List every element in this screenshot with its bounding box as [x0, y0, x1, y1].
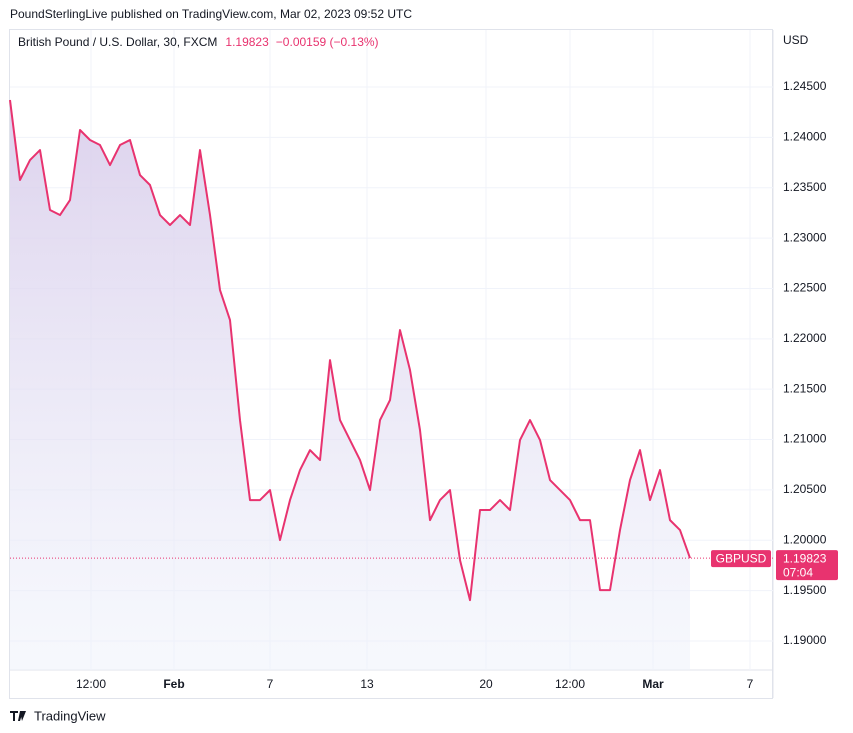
symbol-badge	[711, 550, 771, 568]
brand: TradingView	[34, 708, 106, 723]
plot	[9, 99, 773, 670]
y-tick-label: 1.19500	[783, 583, 827, 597]
y-tick-label: 1.24000	[783, 130, 827, 144]
y-tick-label: 1.23000	[783, 230, 827, 244]
y-tick-label: 1.20000	[783, 532, 827, 546]
publish-info: PoundSterlingLive published on TradingVi…	[10, 7, 412, 21]
brand-logo	[10, 711, 26, 721]
x-tick-label: Feb	[163, 677, 184, 691]
y-tick-label: 1.23500	[783, 180, 827, 194]
price-label: 1.19823	[783, 551, 827, 565]
x-tick-label: 7	[267, 677, 274, 691]
x-tick-label: 12:00	[76, 677, 106, 691]
y-tick-label: 1.21500	[783, 381, 827, 395]
y-tick-label: 1.22500	[783, 281, 827, 295]
y-tick-label: 1.24500	[783, 79, 827, 93]
x-tick-label: 20	[479, 677, 493, 691]
y-tick-label: 1.20500	[783, 482, 827, 496]
area	[10, 100, 690, 670]
symbol-label: GBPUSD	[716, 551, 767, 565]
price-badge	[776, 550, 838, 581]
symbol-title: British Pound / U.S. Dollar, 30, FXCM	[18, 35, 217, 49]
currency: USD	[783, 33, 809, 47]
countdown: 07:04	[783, 565, 813, 579]
last-value: 1.19823	[225, 35, 269, 49]
price-line	[9, 99, 691, 602]
x-tick-label: 13	[360, 677, 374, 691]
x-tick-label: 7	[747, 677, 754, 691]
y-tick-label: 1.21000	[783, 432, 827, 446]
change: −0.00159 (−0.13%)	[276, 35, 379, 49]
y-tick-label: 1.19000	[783, 633, 827, 647]
x-tick-label: 12:00	[555, 677, 585, 691]
x-tick-label: Mar	[642, 677, 664, 691]
y-tick-label: 1.22000	[783, 331, 827, 345]
